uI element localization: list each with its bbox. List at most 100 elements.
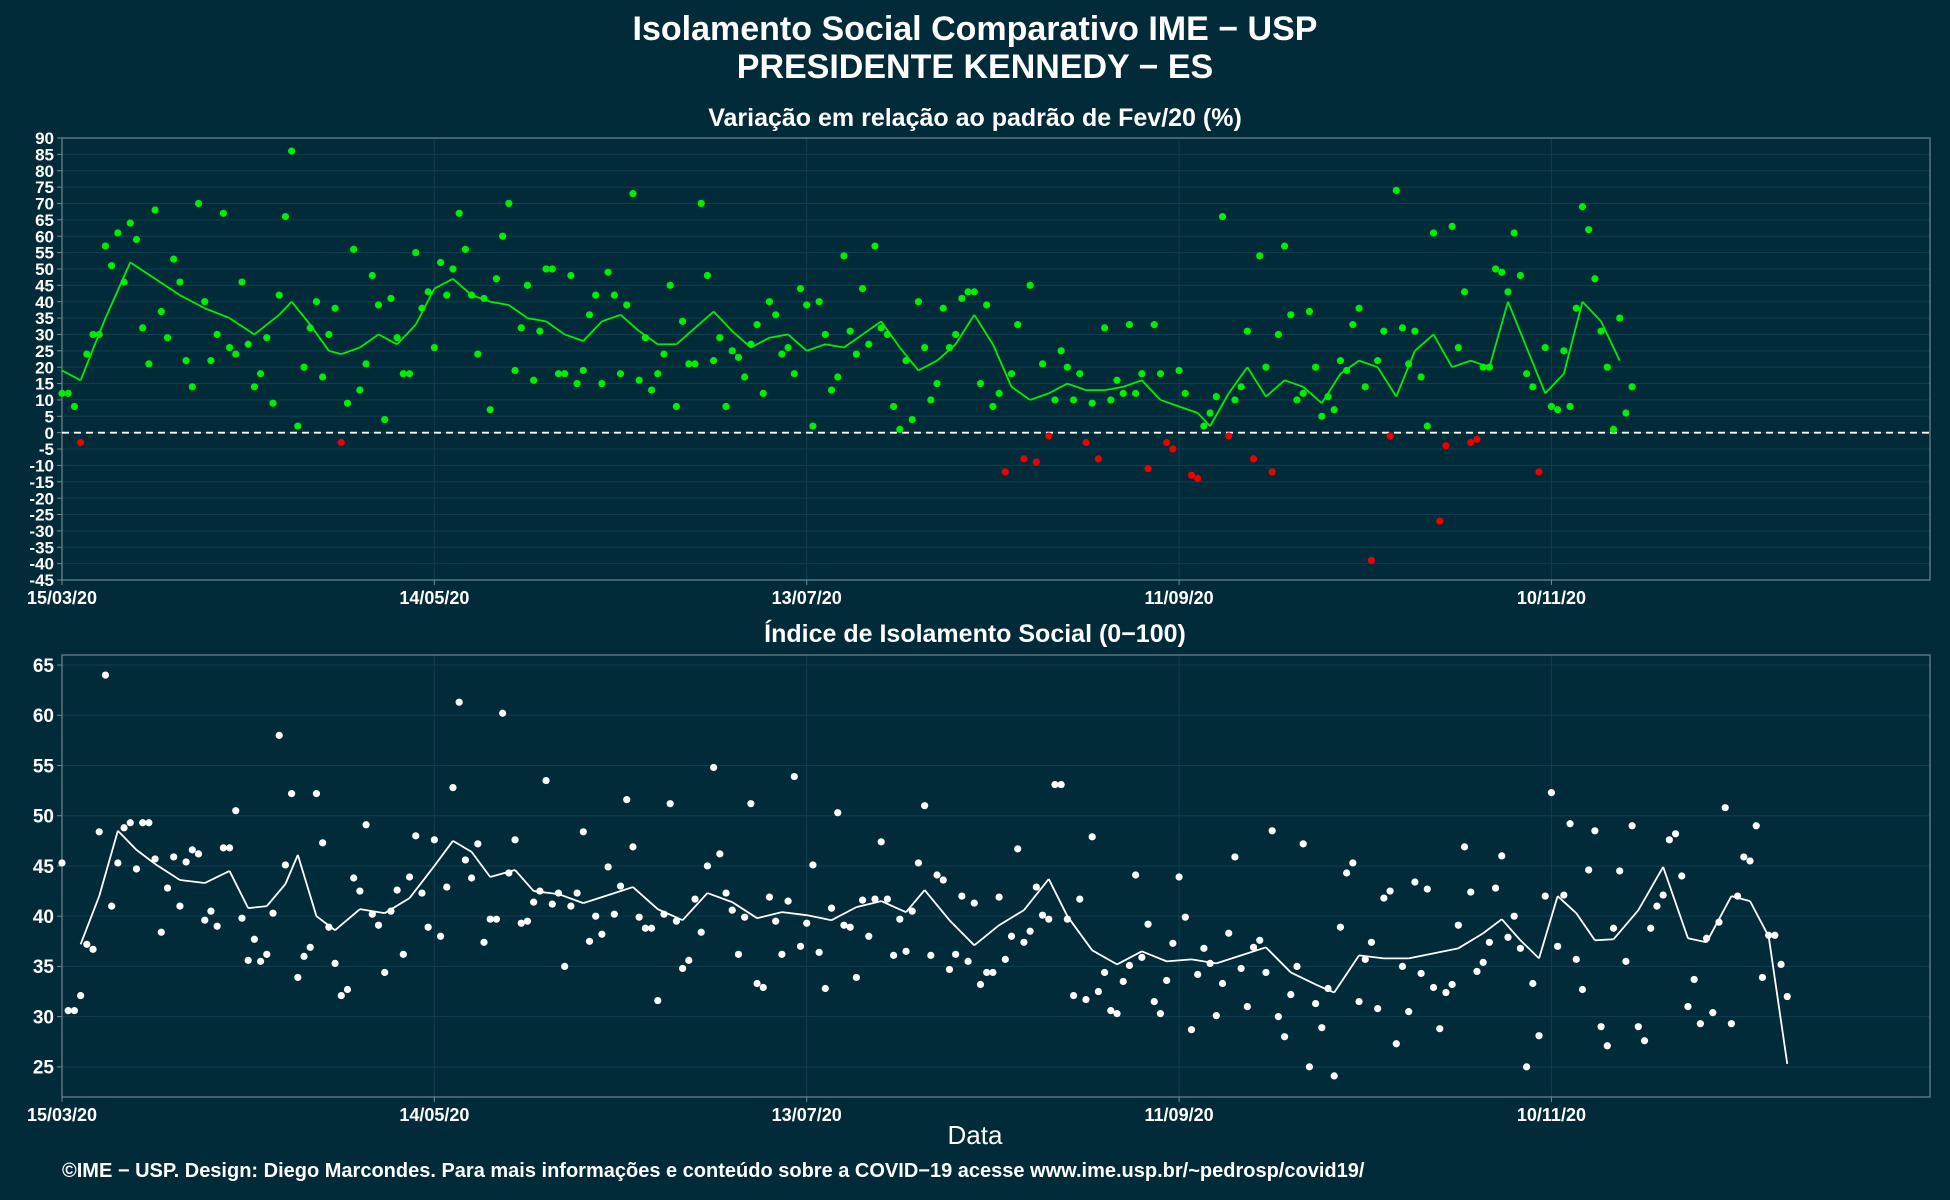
data-point bbox=[678, 964, 687, 973]
moving-average-segment bbox=[1197, 412, 1211, 427]
data-point bbox=[405, 370, 414, 378]
x-tick-label: 15/03/20 bbox=[27, 1105, 97, 1125]
moving-average-segment bbox=[707, 892, 733, 903]
data-point bbox=[64, 389, 72, 397]
data-point bbox=[1280, 242, 1289, 250]
moving-average-segment bbox=[582, 320, 603, 342]
data-point bbox=[1280, 1033, 1289, 1041]
moving-average-segment bbox=[918, 359, 938, 372]
data-point bbox=[623, 301, 631, 309]
data-point bbox=[964, 288, 972, 296]
data-point bbox=[952, 330, 960, 339]
data-point bbox=[964, 957, 972, 965]
moving-average-segment bbox=[1538, 895, 1559, 959]
data-point bbox=[1225, 432, 1233, 440]
data-point bbox=[1659, 891, 1667, 899]
data-point bbox=[1150, 321, 1158, 329]
data-point bbox=[697, 928, 705, 936]
moving-average-segment bbox=[1029, 392, 1050, 401]
moving-average-segment bbox=[452, 278, 473, 296]
data-point bbox=[1597, 327, 1605, 335]
data-point bbox=[1088, 399, 1096, 407]
moving-average-segment bbox=[248, 905, 267, 910]
data-point bbox=[1243, 1002, 1251, 1011]
data-point bbox=[1498, 852, 1506, 860]
data-point bbox=[685, 360, 693, 368]
data-point bbox=[1547, 402, 1556, 411]
data-point bbox=[1076, 895, 1084, 903]
data-point bbox=[145, 819, 153, 827]
data-point bbox=[70, 1007, 79, 1015]
data-point bbox=[120, 278, 128, 286]
data-point bbox=[710, 763, 718, 772]
data-point bbox=[691, 895, 699, 903]
data-point bbox=[685, 956, 693, 964]
data-point bbox=[108, 262, 116, 270]
data-point bbox=[1076, 370, 1084, 378]
data-point bbox=[579, 366, 587, 375]
data-point bbox=[1398, 962, 1407, 971]
y-tick-label: 60 bbox=[35, 227, 54, 246]
data-point bbox=[976, 980, 985, 989]
data-point bbox=[1324, 984, 1332, 993]
moving-average-segment bbox=[1562, 301, 1584, 374]
y-tick-label: 90 bbox=[35, 129, 54, 148]
moving-average-segment bbox=[79, 895, 101, 945]
data-point bbox=[225, 343, 234, 352]
data-point bbox=[132, 865, 141, 873]
data-point bbox=[1187, 471, 1196, 479]
plot-frame bbox=[61, 137, 1931, 581]
moving-average-segment bbox=[1600, 320, 1621, 362]
y-tick-label: 50 bbox=[35, 260, 54, 279]
data-point bbox=[821, 330, 829, 339]
data-point bbox=[381, 415, 389, 424]
data-point bbox=[983, 301, 991, 309]
data-point bbox=[1014, 321, 1022, 329]
data-point bbox=[1609, 924, 1618, 932]
data-point bbox=[213, 330, 221, 339]
moving-average-segment bbox=[831, 906, 857, 921]
data-point bbox=[1653, 902, 1661, 910]
data-point bbox=[666, 800, 674, 808]
moving-average-segment bbox=[228, 870, 249, 909]
data-point bbox=[523, 281, 532, 289]
data-point bbox=[1423, 422, 1431, 430]
data-point bbox=[430, 343, 438, 352]
data-point bbox=[1504, 933, 1512, 941]
data-point bbox=[573, 889, 581, 897]
data-point bbox=[225, 844, 234, 852]
data-point bbox=[1671, 830, 1680, 838]
data-point bbox=[778, 950, 786, 958]
moving-average-segment bbox=[290, 301, 311, 326]
moving-average-segment bbox=[1302, 386, 1323, 404]
data-point bbox=[846, 923, 854, 931]
data-point bbox=[1554, 942, 1562, 950]
data-point bbox=[896, 425, 904, 433]
data-point bbox=[319, 373, 327, 381]
data-point bbox=[734, 950, 743, 958]
data-point bbox=[1181, 913, 1189, 921]
panel-title-variation: Variação em relação ao padrão de Fev/20 … bbox=[708, 104, 1242, 132]
moving-average-segment bbox=[135, 849, 156, 865]
data-point bbox=[604, 863, 612, 871]
data-point bbox=[1187, 1026, 1196, 1034]
x-tick-label: 11/09/20 bbox=[1145, 1105, 1214, 1125]
y-tick-label: 20 bbox=[35, 358, 54, 377]
data-point bbox=[1206, 409, 1214, 417]
moving-average-segment bbox=[104, 262, 132, 319]
data-point bbox=[1622, 409, 1630, 417]
data-point bbox=[840, 921, 848, 929]
data-point bbox=[356, 887, 364, 895]
y-tick-label: 35 bbox=[33, 957, 55, 978]
data-point bbox=[1467, 888, 1475, 896]
data-point bbox=[536, 887, 544, 895]
moving-average-segment bbox=[558, 893, 584, 904]
data-point bbox=[288, 147, 296, 155]
data-point bbox=[1336, 357, 1345, 365]
y-tick-label: 30 bbox=[35, 326, 54, 345]
data-point bbox=[1262, 363, 1270, 371]
moving-average-segment bbox=[731, 901, 758, 919]
data-point bbox=[1578, 203, 1587, 211]
data-point bbox=[120, 824, 128, 832]
moving-average-segment bbox=[1662, 866, 1689, 939]
